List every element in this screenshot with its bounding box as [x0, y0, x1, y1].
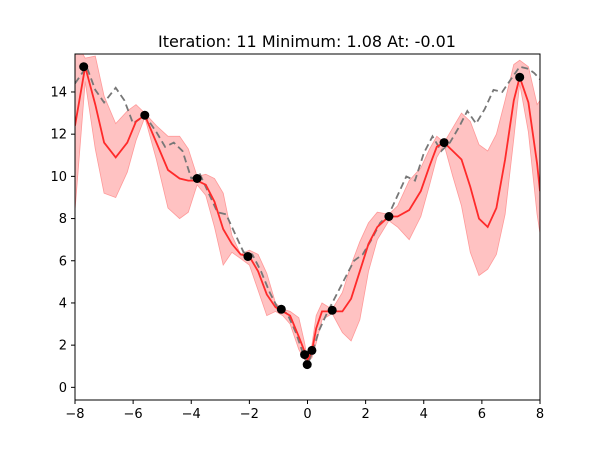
sample-point — [192, 174, 202, 183]
sample-point — [307, 345, 317, 355]
x-tick-label: 0 — [303, 407, 311, 422]
true-function-line — [75, 64, 540, 368]
sample-point — [302, 360, 312, 370]
y-tick-label: 2 — [59, 339, 67, 354]
x-tick-label: 4 — [420, 407, 428, 422]
sample-point — [276, 304, 286, 314]
x-tick-label: −4 — [182, 407, 201, 422]
y-tick-label: 12 — [50, 128, 67, 143]
sample-points-layer — [79, 62, 525, 370]
y-tick-label: 10 — [50, 170, 67, 185]
x-tick-label: 8 — [536, 407, 544, 422]
y-tick-label: 4 — [59, 296, 67, 311]
x-tick-label: −8 — [65, 407, 84, 422]
sample-point — [300, 350, 310, 360]
sample-point — [79, 62, 89, 72]
confidence-band — [75, 54, 540, 363]
x-tick-label: −2 — [240, 407, 259, 422]
x-tick-label: −6 — [124, 407, 143, 422]
y-tick-label: 14 — [50, 85, 67, 100]
sample-point — [384, 212, 394, 221]
sample-point — [140, 110, 150, 120]
y-tick-label: 8 — [59, 212, 67, 227]
sample-point — [243, 252, 253, 261]
sample-point — [439, 138, 449, 148]
y-tick-label: 0 — [59, 381, 67, 396]
x-tick-label: 2 — [361, 407, 369, 422]
x-tick-label: 6 — [478, 407, 486, 422]
x-axis-ticks: −8 −6 −4 −2 0 2 4 6 8 — [65, 400, 544, 422]
confidence-band-layer — [75, 54, 540, 363]
chart-title: Iteration: 11 Minimum: 1.08 At: -0.01 — [158, 32, 456, 51]
y-tick-label: 6 — [59, 254, 67, 269]
sample-point — [515, 72, 525, 82]
sample-point — [327, 305, 337, 315]
y-axis-ticks: 0 2 4 6 8 10 12 14 — [50, 85, 75, 396]
